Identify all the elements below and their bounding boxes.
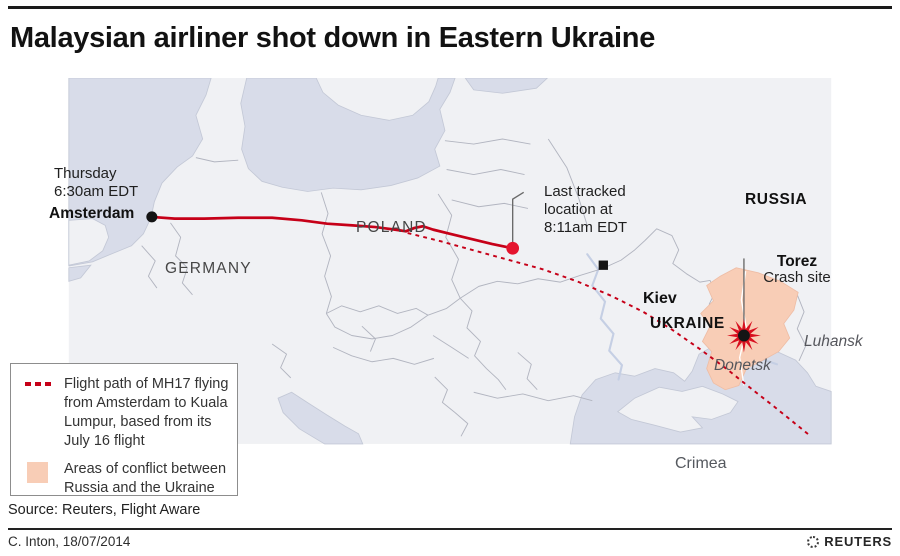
- donetsk-label: Donetsk: [714, 357, 771, 374]
- crash-site-marker: [726, 318, 761, 353]
- flight-path-flown-solid: [150, 215, 515, 250]
- luhansk-label: Luhansk: [804, 333, 863, 350]
- ukraine-label: UKRAINE: [650, 315, 725, 332]
- english-channel-water: [68, 264, 92, 282]
- legend-item-flight-path: Flight path of MH17 flying from Amsterda…: [25, 375, 237, 451]
- dashed-line-swatch-icon: [25, 382, 52, 386]
- border-lv-lt: [446, 169, 525, 176]
- departure-hour: 6:30am EDT: [54, 183, 139, 200]
- legend-box: Flight path of MH17 flying from Amsterda…: [10, 363, 238, 496]
- border-ua-ru-lower: [796, 294, 807, 362]
- dnieper-river: [586, 253, 624, 381]
- crash-center-dot: [738, 329, 750, 342]
- last-tracked-line3: 8:11am EDT: [544, 219, 628, 236]
- legend-flight-path-text: Flight path of MH17 flying from Amsterda…: [64, 376, 229, 449]
- border-hu-south: [332, 346, 435, 365]
- border-ua-north: [459, 240, 646, 299]
- reuters-wordmark: REUTERS: [824, 534, 892, 549]
- border-ee-lv: [444, 138, 531, 145]
- russia-label: RUSSIA: [745, 191, 808, 208]
- border-cz-north: [326, 305, 429, 316]
- adriatic-sea-water: [277, 391, 364, 445]
- border-ro-bg: [473, 391, 593, 402]
- north-sea-water: [68, 78, 212, 267]
- border-at-it: [271, 343, 292, 379]
- top-rule: [8, 6, 892, 9]
- departure-day: Thursday: [54, 165, 117, 182]
- last-tracked-marker: [506, 241, 520, 255]
- crimea-label: Crimea: [675, 455, 727, 472]
- reuters-sphere-icon: [807, 535, 820, 548]
- border-nl-de: [170, 222, 193, 296]
- last-tracked-line1: Last tracked: [544, 183, 626, 200]
- bottom-rule: [8, 528, 892, 530]
- border-lt-by: [451, 199, 529, 209]
- conflict-area-swatch-icon: [27, 462, 48, 483]
- border-ua-west: [459, 297, 507, 390]
- country-borders: [141, 138, 807, 437]
- crimea-peninsula: [616, 385, 739, 433]
- border-sk-pl: [427, 297, 461, 316]
- england-land: [68, 218, 110, 266]
- departure-time-annotation: Thursday 6:30am EDT: [54, 165, 138, 201]
- border-be-fr: [141, 245, 158, 289]
- reuters-logo: REUTERS: [807, 534, 892, 549]
- last-tracked-leader-line: [512, 191, 525, 247]
- credit-line: C. Inton, 18/07/2014: [8, 534, 131, 549]
- border-cz-south: [325, 313, 429, 340]
- last-tracked-annotation: Last tracked location at 8:11am EDT: [544, 183, 627, 237]
- border-by-ru: [547, 138, 588, 226]
- crash-site-label: Crash site: [763, 269, 831, 286]
- border-dk-de: [195, 157, 239, 163]
- border-bg-gr: [454, 412, 469, 437]
- flight-path-reference-dashed: [407, 232, 812, 438]
- page-title: Malaysian airliner shot down in Eastern …: [10, 22, 656, 54]
- border-rs-bg: [434, 376, 456, 413]
- border-at-hu: [361, 325, 376, 352]
- gulf-of-finland-water: [464, 78, 549, 94]
- legend-conflict-area-text: Areas of conflict between Russia and the…: [64, 461, 227, 496]
- border-hu-ro: [432, 335, 469, 359]
- amsterdam-label: Amsterdam: [49, 205, 135, 222]
- amsterdam-marker: [146, 211, 158, 223]
- border-moldova: [517, 352, 538, 391]
- last-tracked-line2: location at: [544, 201, 613, 218]
- border-de-pl: [320, 192, 332, 314]
- germany-label: GERMANY: [165, 260, 252, 277]
- crash-site-annotation: Torez Crash site: [732, 254, 862, 286]
- kiev-label: Kiev: [643, 290, 677, 307]
- kiev-marker: [598, 260, 608, 270]
- border-pl-east: [437, 193, 461, 299]
- baltic-sea-water: [240, 78, 456, 192]
- land-over-water: [68, 218, 739, 433]
- poland-label: POLAND: [356, 219, 427, 236]
- source-line: Source: Reuters, Flight Aware: [8, 502, 201, 518]
- legend-item-conflict-area: Areas of conflict between Russia and the…: [25, 460, 237, 498]
- torez-label: Torez: [776, 253, 818, 270]
